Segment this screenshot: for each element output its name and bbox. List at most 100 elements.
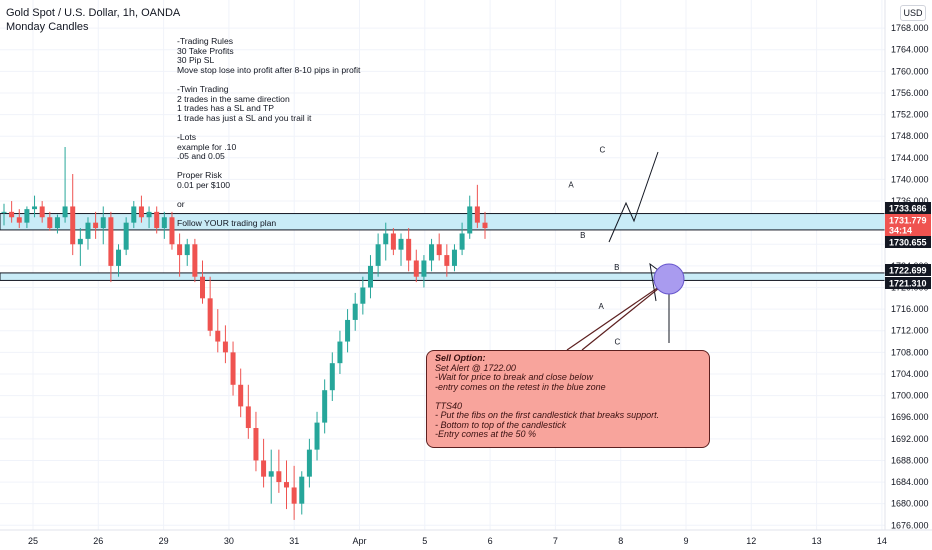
candle-body [253, 428, 259, 461]
candle-body [200, 276, 206, 299]
x-tick-label: 8 [618, 536, 623, 546]
trading-rules-note: -Trading Rules 30 Take Profits 30 Pip SL… [177, 36, 361, 229]
y-tick-label: 1716.000 [891, 304, 929, 314]
x-tick-label: 14 [877, 536, 887, 546]
candle-body [276, 471, 282, 483]
candle-body [261, 460, 267, 477]
price-label-text: 34:14 [889, 226, 912, 236]
candle-body [482, 222, 488, 229]
y-tick-label: 1712.000 [891, 326, 929, 336]
candle-body [85, 222, 91, 239]
zone-rect [0, 272, 886, 281]
time-axis: 25 26 29 30 31 Apr 5 6 7 8 9 12 13 14 [0, 529, 932, 546]
candle-body [238, 384, 244, 407]
candle-body [131, 206, 137, 223]
y-tick-label: 1684.000 [891, 477, 929, 487]
price-label-bg [885, 214, 931, 226]
candle-body [283, 482, 289, 488]
price-label-text: 1721.310 [889, 279, 927, 289]
candle-body [230, 352, 236, 385]
y-tick-label: 1752.000 [891, 110, 929, 120]
candle-body [24, 209, 30, 223]
y-tick-label: 1740.000 [891, 174, 929, 184]
price-label-bg [885, 277, 931, 289]
y-tick-label: 1756.000 [891, 88, 929, 98]
candle-body [360, 287, 366, 304]
candle-body [451, 249, 457, 266]
candle-body [100, 217, 106, 229]
y-tick-label: 1676.000 [891, 520, 929, 530]
price-label-bg [885, 202, 931, 214]
candle-body [169, 217, 175, 245]
candle-body [436, 244, 442, 256]
candle-body [184, 244, 190, 256]
candle-body [16, 217, 22, 223]
x-tick-label: Apr [352, 536, 366, 546]
price-label-text: 1722.699 [889, 266, 927, 276]
candle-body [192, 244, 198, 277]
x-tick-label: 6 [488, 536, 493, 546]
y-tick-label: 1704.000 [891, 369, 929, 379]
candle-body [474, 206, 480, 223]
y-tick-label: 1760.000 [891, 66, 929, 76]
y-tick-label: 1680.000 [891, 499, 929, 509]
candle-body [421, 260, 427, 277]
y-tick-label: 1744.000 [891, 153, 929, 163]
candle-body [383, 233, 389, 245]
price-label-text: 1730.655 [889, 238, 927, 248]
x-tick-label: 7 [553, 536, 558, 546]
indicator-name[interactable]: Monday Candles [6, 21, 89, 33]
symbol-title[interactable]: Gold Spot / U.S. Dollar, 1h, OANDA [6, 7, 181, 19]
price-label-bg [885, 264, 931, 276]
candle-body [116, 249, 122, 266]
price-label-text: 1731.779 [889, 216, 927, 226]
x-tick-label: 12 [746, 536, 756, 546]
candle-body [39, 206, 45, 218]
price-label-bg [885, 224, 931, 236]
candle-body [245, 406, 251, 429]
currency-button[interactable]: USD [900, 5, 926, 21]
y-tick-label: 1696.000 [891, 412, 929, 422]
upper-abc-pattern-line [608, 151, 659, 243]
candle-body [367, 265, 373, 288]
candle-body [108, 217, 114, 266]
candle-body [1, 211, 7, 213]
candle-body [398, 238, 404, 250]
callout-pointer-line [566, 279, 670, 351]
candle-body [329, 363, 335, 391]
pattern-label: B [614, 263, 619, 272]
y-tick-label: 1692.000 [891, 434, 929, 444]
y-tick-label: 1768.000 [891, 23, 929, 33]
pattern-label: C [615, 337, 621, 346]
x-tick-label: 5 [422, 536, 427, 546]
candles [1, 147, 488, 520]
pattern-label: C [600, 145, 606, 154]
candle-body [161, 217, 167, 229]
price-label-text: 1733.686 [889, 204, 927, 214]
y-tick-label: 1700.000 [891, 391, 929, 401]
sell-option-body: Set Alert @ 1722.00 -Wait for price to b… [435, 362, 660, 439]
candle-body [429, 244, 435, 261]
candle-body [352, 303, 358, 320]
candle-body [215, 330, 221, 342]
candle-body [70, 206, 76, 245]
candle-body [93, 222, 99, 229]
y-tick-label: 1736.000 [891, 196, 929, 206]
x-tick-label: 13 [812, 536, 822, 546]
chart-legend: Gold Spot / U.S. Dollar, 1h, OANDA Monda… [6, 6, 180, 34]
zones [0, 213, 886, 281]
y-tick-label: 1708.000 [891, 347, 929, 357]
sell-option-title: Sell Option: [435, 353, 486, 363]
candle-body [444, 255, 450, 266]
candle-body [322, 390, 328, 423]
candle-body [146, 211, 152, 218]
candle-body [207, 298, 213, 331]
x-tick-label: 9 [683, 536, 688, 546]
pattern-labels: C A B B A C [568, 145, 620, 346]
sell-option-callout: Sell Option: Set Alert @ 1722.00 -Wait f… [426, 350, 710, 448]
y-tick-label: 1748.000 [891, 131, 929, 141]
chart-grid [0, 0, 885, 530]
callout-pointer-line-2 [581, 279, 670, 351]
